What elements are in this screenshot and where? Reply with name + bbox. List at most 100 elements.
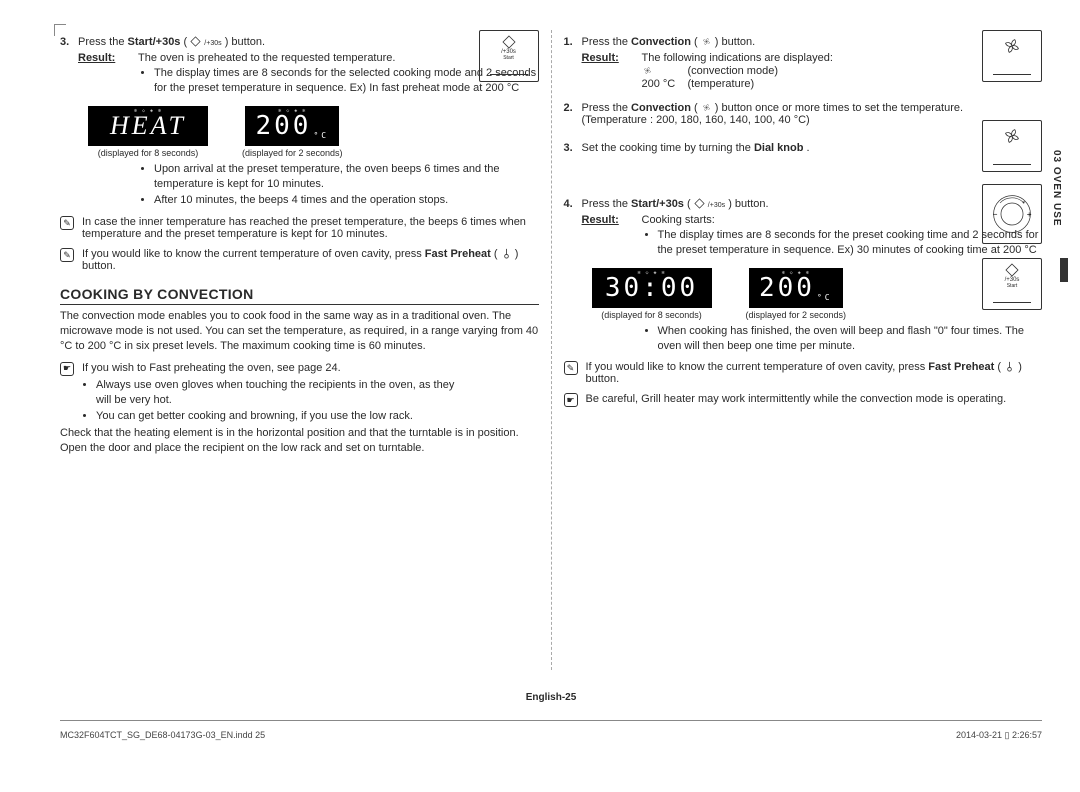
diamond-icon <box>694 198 705 209</box>
step-3: 3. Set the cooking time by turning the D… <box>564 142 1043 154</box>
lcd-display: ✻ ◇ ◈ ✻ 30:00 <box>592 268 712 308</box>
step-1: 1. Press the Convection ( ) button. <box>564 36 1043 48</box>
step-number: 1. <box>564 36 582 48</box>
diamond-icon <box>500 35 518 49</box>
icon-sublabel: Start <box>1007 283 1018 289</box>
note: ☛ Be careful, Grill heater may work inte… <box>564 393 1043 407</box>
button-name: Start/+30s <box>631 198 684 210</box>
step-text: Press the <box>78 36 128 48</box>
button-illustration: /+30s Start <box>479 30 539 82</box>
thermometer-icon <box>1004 361 1015 372</box>
step-3: 3. Press the Start/+30s ( /+30s ) button… <box>60 36 539 48</box>
lcd-caption: (displayed for 8 seconds) <box>601 310 702 320</box>
result-row: Result: Cooking starts: <box>564 214 1043 226</box>
result-label: Result: <box>582 52 642 64</box>
dial-icon: − + <box>989 191 1035 237</box>
result-row: Result: The oven is preheated to the req… <box>60 52 539 64</box>
step-number: 3. <box>564 142 582 154</box>
step-number: 3. <box>60 36 78 48</box>
lcd-text: 30:00 <box>605 273 698 303</box>
result-label: Result: <box>582 214 642 226</box>
diamond-icon <box>190 36 201 47</box>
button-name: Fast Preheat <box>928 361 994 373</box>
right-column: 1. Press the Convection ( ) button. Resu… <box>551 30 1043 670</box>
icon-sublabel: Start <box>503 55 514 61</box>
step-text: button. <box>722 36 756 48</box>
step-text: ( <box>184 36 188 48</box>
lcd-display: ✻ ◇ ◈ ✻ 200 °C <box>245 106 339 146</box>
step-number: 2. <box>564 102 582 126</box>
note-text: Be careful, Grill heater may work interm… <box>586 393 1043 407</box>
left-column: /+30s Start 3. Press the Start/+30s ( /+… <box>60 30 539 670</box>
bullet: Always use oven gloves when touching the… <box>96 378 471 408</box>
unit: °C <box>817 293 833 302</box>
step-text: Set the cooking time by turning the <box>582 142 754 154</box>
footer-date: 2014-03-21 ▯ 2:26:57 <box>956 730 1042 741</box>
fan-icon <box>1001 125 1023 147</box>
fan-icon <box>642 65 653 76</box>
step-text: button. <box>735 198 769 210</box>
page-number: English-25 <box>60 692 1042 703</box>
bullet: When cooking has finished, the oven will… <box>658 324 1043 354</box>
button-illustration: /+30s Start <box>982 258 1042 310</box>
step-number: 4. <box>564 198 582 210</box>
note-text: button. <box>586 373 620 385</box>
paragraph: Check that the heating element is in the… <box>60 426 539 456</box>
lcd-text: 200 <box>759 273 815 303</box>
unit: °C <box>313 131 329 140</box>
dial-illustration: − + <box>982 184 1042 244</box>
fan-icon <box>701 36 712 47</box>
pointer-icon: ☛ <box>60 362 74 376</box>
bullet: Upon arrival at the preset temperature, … <box>154 162 539 192</box>
indicator-text: (temperature) <box>688 78 755 90</box>
lcd-caption: (displayed for 8 seconds) <box>98 148 199 158</box>
note: ✎ If you would like to know the current … <box>564 361 1043 385</box>
step-text: Press the <box>582 36 632 48</box>
step-text: ) <box>715 102 719 114</box>
button-illustration <box>982 120 1042 172</box>
note-icon: ✎ <box>60 216 74 230</box>
button-name: Fast Preheat <box>425 248 491 260</box>
note: ☛ If you wish to Fast preheating the ove… <box>60 362 539 376</box>
thermometer-icon <box>501 248 512 259</box>
note-text: ) <box>515 248 519 260</box>
svg-text:−: − <box>993 210 998 219</box>
step-text: (Temperature : 200, 180, 160, 140, 100, … <box>582 114 810 126</box>
result-row: Result: The following indications are di… <box>564 52 1043 64</box>
step-2: 2. Press the Convection ( ) button once … <box>564 102 1043 126</box>
step-text: ) <box>728 198 732 210</box>
indicator-text: (convection mode) <box>688 65 779 77</box>
fan-icon <box>1001 35 1023 57</box>
step-4: 4. Press the Start/+30s ( /+30s ) button… <box>564 198 1043 210</box>
note-text: button. <box>82 260 116 272</box>
section-heading: COOKING BY CONVECTION <box>60 286 539 305</box>
footer-metadata: MC32F604TCT_SG_DE68-04173G-03_EN.indd 25… <box>60 730 1042 741</box>
step-text: Press the <box>582 102 632 114</box>
step-text: Press the <box>582 198 632 210</box>
note-text: If you would like to know the current te… <box>586 361 929 373</box>
diamond-icon <box>1003 263 1021 277</box>
icon-inline-label: /+30s <box>708 202 725 209</box>
bullet: You can get better cooking and browning,… <box>96 409 471 424</box>
paragraph: The convection mode enables you to cook … <box>60 309 539 354</box>
pointer-icon: ☛ <box>564 393 578 407</box>
step-text: ( <box>694 36 698 48</box>
lcd-caption: (displayed for 2 seconds) <box>242 148 343 158</box>
footer-file: MC32F604TCT_SG_DE68-04173G-03_EN.indd 25 <box>60 730 265 741</box>
control-name: Dial knob <box>754 142 804 154</box>
step-text: button once or more times to set the tem… <box>722 102 964 114</box>
note-icon: ✎ <box>564 361 578 375</box>
note-text: If you would like to know the current te… <box>82 248 425 260</box>
button-illustration <box>982 30 1042 82</box>
note: ✎ In case the inner temperature has reac… <box>60 216 539 240</box>
note: ✎ If you would like to know the current … <box>60 248 539 272</box>
step-text: ( <box>694 102 698 114</box>
lcd-caption: (displayed for 2 seconds) <box>746 310 847 320</box>
result-label: Result: <box>78 52 138 64</box>
note-text: ) <box>1018 361 1022 373</box>
step-text: ( <box>687 198 691 210</box>
button-name: Convection <box>631 102 691 114</box>
note-text: ( <box>494 248 498 260</box>
display-screens: ✻ ◇ ◈ ✻ HEAT (displayed for 8 seconds) ✻… <box>88 106 539 158</box>
note-icon: ✎ <box>60 248 74 262</box>
